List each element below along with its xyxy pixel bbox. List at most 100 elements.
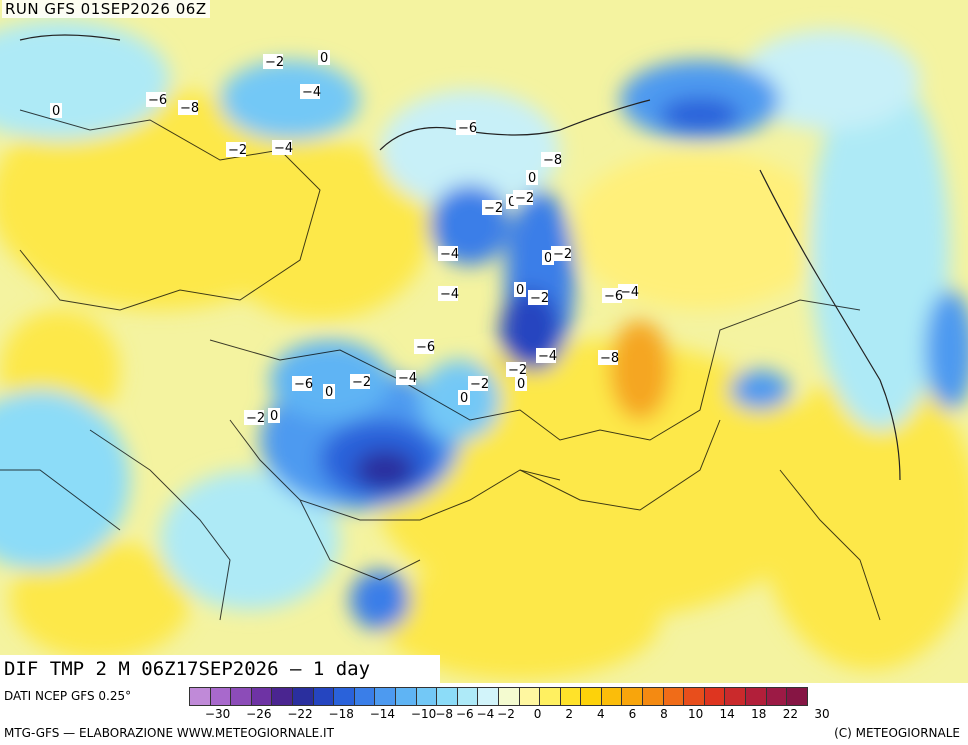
color-swatch (251, 688, 273, 705)
contour-label: 0 (517, 377, 525, 392)
color-swatch (540, 688, 561, 705)
contour-label-bg (438, 286, 458, 301)
color-tick-label: −26 (246, 707, 272, 721)
contour-label: −4 (274, 141, 293, 156)
color-swatch (334, 688, 355, 705)
color-tick-label: 8 (660, 707, 668, 721)
contour-label: −8 (600, 351, 619, 366)
color-tick-label: −2 (497, 707, 515, 721)
contour-label-bg (528, 290, 548, 305)
contour-label: −6 (458, 121, 477, 136)
contour-label: −4 (398, 371, 417, 386)
color-swatch (787, 688, 807, 705)
contour-label-bg (414, 339, 434, 354)
contour-label-bg (263, 54, 283, 69)
color-tick-label: −10 (410, 707, 437, 721)
color-tick-label: 14 (719, 707, 735, 721)
contour-label-bg (318, 50, 330, 65)
contour-label: −2 (530, 291, 549, 306)
coastlines (19, 34, 901, 481)
color-tick-label: 6 (628, 707, 637, 721)
contour-label: −2 (553, 247, 572, 262)
color-swatch (725, 688, 747, 705)
color-tick-label: −30 (204, 707, 231, 721)
color-tick-label: 18 (751, 707, 767, 721)
contour-label: 0 (320, 51, 328, 66)
contour-label: −2 (515, 191, 534, 206)
contour-label-bg (456, 120, 476, 135)
contour-label: −4 (538, 349, 557, 364)
color-swatch (231, 688, 252, 705)
color-swatch (375, 688, 396, 705)
color-tick-label: 0 (533, 707, 542, 721)
color-tick-label: −6 (455, 707, 474, 721)
color-tick-label: 4 (596, 707, 605, 721)
contour-label-bg (458, 390, 470, 405)
contour-label: 0 (544, 251, 552, 266)
color-swatch (663, 688, 685, 705)
color-swatch (416, 688, 438, 705)
color-swatch (704, 688, 726, 705)
contour-label-bg (292, 376, 312, 391)
color-swatch (684, 688, 705, 705)
color-tick-label: 10 (687, 707, 704, 721)
contour-label-bg (482, 200, 502, 215)
color-swatch (190, 688, 211, 705)
contour-label: −8 (180, 101, 199, 116)
contour-label: −2 (246, 411, 265, 426)
color-swatch (498, 688, 520, 705)
color-swatch (272, 688, 293, 705)
contour-label: −4 (440, 287, 459, 302)
color-swatch (746, 688, 767, 705)
contour-label-bg (178, 100, 198, 115)
contour-label: 0 (508, 195, 516, 210)
contour-label: −6 (294, 377, 313, 392)
color-tick-label: −4 (476, 707, 495, 721)
contour-label-bg (323, 384, 335, 399)
contour-label: −2 (265, 55, 284, 70)
contour-label: −4 (440, 247, 459, 262)
contour-label: −2 (470, 377, 489, 392)
contour-label: −4 (620, 285, 639, 300)
color-swatch (457, 688, 479, 705)
color-scale-ticks: −30 −26 −22 −18 −14 −10 −8 −6 −4 −2 0 2 4 6 8 10 14 18 22 3… (189, 707, 968, 723)
contour-label: −6 (148, 93, 167, 108)
contour-label: 0 (516, 283, 524, 298)
color-tick-label: −8 (435, 707, 454, 721)
color-swatch (313, 688, 335, 705)
contour-label: −2 (352, 375, 371, 390)
contour-label: 0 (460, 391, 468, 406)
contour-label-bg (438, 246, 458, 261)
color-tick-label: −14 (369, 707, 396, 721)
color-swatch (519, 688, 541, 705)
contour-label: −2 (508, 363, 527, 378)
color-swatch (581, 688, 602, 705)
contour-label-bg (300, 84, 320, 99)
contour-label-bg (526, 170, 538, 185)
color-tick-label: 2 (565, 707, 574, 721)
country-borders (0, 109, 881, 621)
contour-label: −4 (302, 85, 321, 100)
color-swatch (643, 688, 664, 705)
contour-label: −6 (416, 340, 435, 355)
contour-label: 0 (325, 385, 333, 400)
copyright-text: (C) METEOGIORNALE (834, 726, 960, 740)
field-title: DIF TMP 2 M 06Z17SEP2026 — 1 day (0, 655, 440, 683)
contour-label-bg (541, 152, 561, 167)
anomaly-field (0, 20, 968, 680)
contour-label-bg (396, 370, 416, 385)
color-scale-bar (189, 687, 808, 706)
contour-label-bg (268, 408, 280, 423)
color-swatch (210, 688, 232, 705)
color-swatch (622, 688, 644, 705)
contour-label-bg (50, 103, 62, 118)
contour-labels: 0−2−4−6−80−2 −4−6−80−2 0−2−4 0 −20−2 −4−6−4−6… (50, 50, 639, 426)
contour-label-bg (618, 284, 638, 299)
run-title: RUN GFS 01SEP2026 06Z (2, 0, 210, 18)
contour-label-bg (146, 92, 166, 107)
contour-label-bg (515, 376, 527, 391)
contour-label-bg (514, 282, 526, 297)
contour-label-bg (598, 350, 618, 365)
elaboration-credit: MTG-GFS — ELABORAZIONE WWW.METEOGIORNALE… (4, 726, 334, 740)
color-tick-label: 30 (814, 707, 830, 721)
